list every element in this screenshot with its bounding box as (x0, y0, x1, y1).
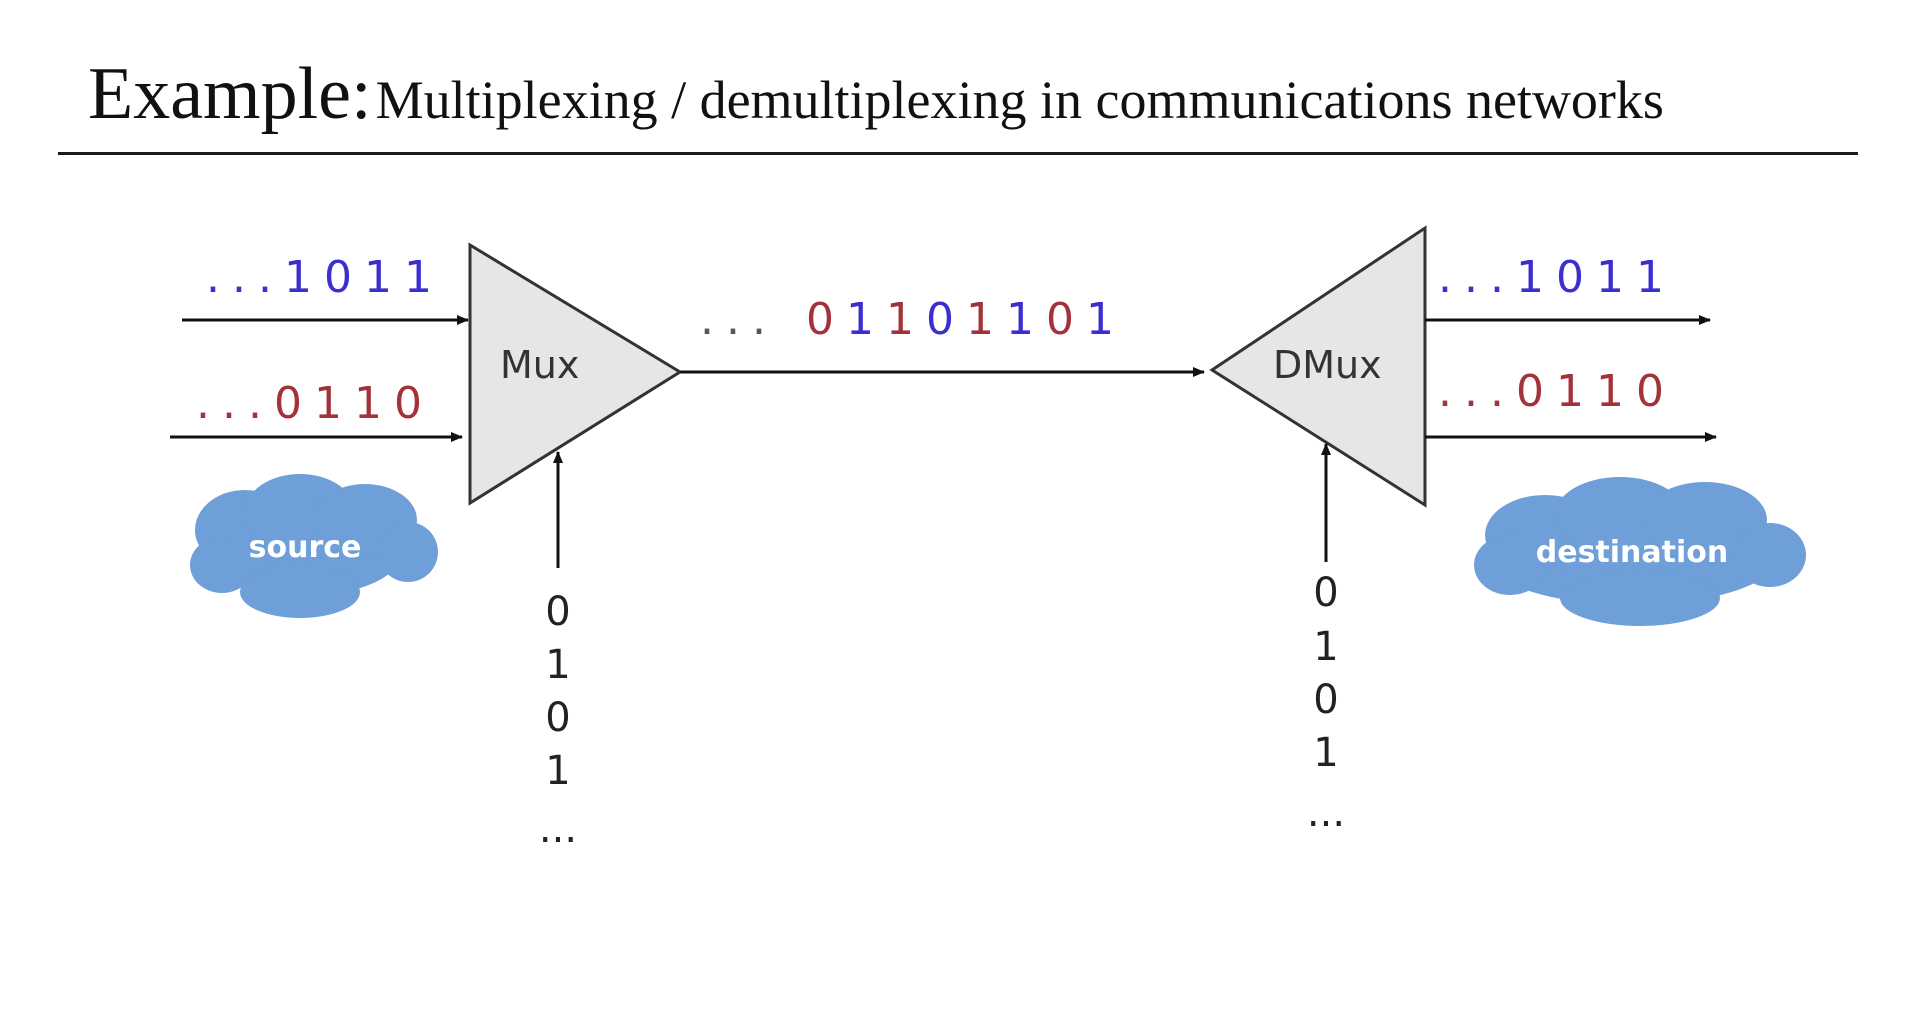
source-label: source (249, 530, 362, 565)
channel-bit: 0 (1046, 294, 1086, 345)
mux-label: Mux (500, 343, 579, 387)
dmux-select-bit: ... (1307, 790, 1345, 836)
destination-label: destination (1536, 535, 1729, 570)
slide-title: Example: Multiplexing / demultiplexing i… (88, 52, 1664, 137)
channel-bits: ... 01101101 (700, 294, 1126, 345)
channel-bit: 1 (966, 294, 1006, 345)
mux-select-bits: 0 1 0 1 ... (539, 589, 577, 852)
mux-select-bit: 1 (545, 748, 570, 794)
channel-bit: 1 (846, 294, 886, 345)
mux-select-bit: 1 (545, 642, 570, 688)
channel-bit: 0 (806, 294, 846, 345)
mux-select-bit: 0 (545, 695, 570, 741)
dmux-output-bottom-bits: ...0110 (1438, 366, 1676, 417)
channel-bit: 1 (1006, 294, 1046, 345)
channel-bit: 1 (886, 294, 926, 345)
dmux-select-bit: 0 (1313, 677, 1338, 723)
title-divider (58, 152, 1858, 155)
mux-select-bit: ... (539, 806, 577, 852)
title-rest: Multiplexing / demultiplexing in communi… (375, 70, 1664, 130)
dmux-label: DMux (1273, 343, 1382, 387)
dmux-select-bits: 0 1 0 1 ... (1307, 570, 1345, 836)
mux-input-bottom-bits: ...0110 (196, 378, 434, 429)
channel-bit: 0 (926, 294, 966, 345)
dmux-block (1209, 225, 1427, 508)
title-lead: Example: (88, 53, 372, 135)
dmux-output-top-bits: ...1011 (1438, 252, 1676, 303)
mux-select-bit: 0 (545, 589, 570, 635)
channel-bit: 1 (1086, 294, 1126, 345)
dmux-select-bit: 1 (1313, 624, 1338, 670)
source-cloud-icon (190, 474, 438, 618)
dmux-select-bit: 1 (1313, 730, 1338, 776)
dmux-select-bit: 0 (1313, 570, 1338, 616)
mux-input-top-bits: ...1011 (206, 252, 444, 303)
mux-block (468, 242, 683, 506)
destination-cloud-icon (1474, 477, 1806, 626)
